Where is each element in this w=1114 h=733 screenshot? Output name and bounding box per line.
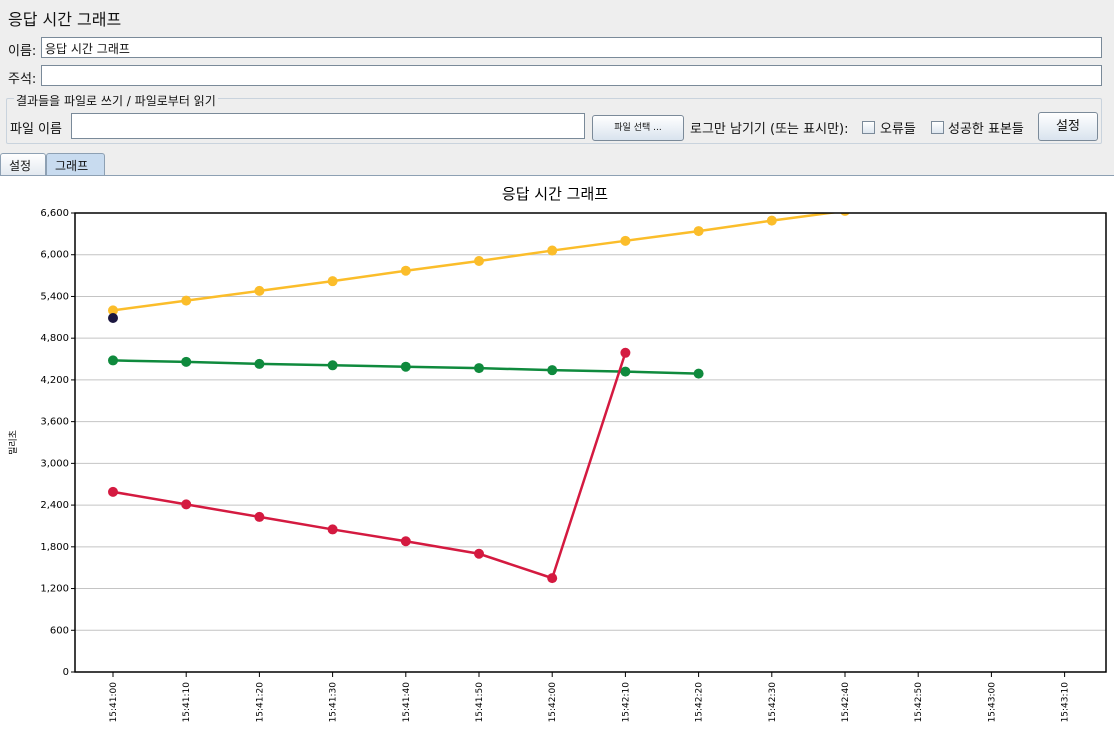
- data-point: [108, 305, 118, 316]
- y-tick-label: 600: [50, 625, 69, 636]
- successes-checkbox[interactable]: [931, 121, 944, 134]
- tab-graph[interactable]: 그래프: [46, 153, 105, 177]
- log-only-label: 로그만 남기기 (또는 표시만):: [690, 122, 849, 137]
- configure-button[interactable]: 설정: [1038, 112, 1098, 141]
- data-point: [693, 226, 704, 237]
- file-group-legend: 결과들을 파일로 쓰기 / 파일로부터 읽기: [14, 92, 218, 109]
- errors-label: 오류들: [880, 122, 916, 137]
- y-axis-label: 밀리초: [7, 430, 19, 455]
- data-point: [474, 363, 484, 374]
- y-tick-label: 4,800: [40, 333, 69, 344]
- window-title: 응답 시간 그래프: [8, 10, 122, 29]
- data-point: [620, 235, 631, 246]
- y-tick-label: 1,200: [40, 584, 69, 595]
- y-tick-label: 5,400: [40, 291, 69, 302]
- x-tick-label: 15:42:20: [695, 682, 705, 723]
- chart-title: 응답 시간 그래프: [502, 185, 608, 203]
- data-point: [108, 486, 118, 497]
- data-point: [547, 245, 558, 256]
- comment-label: 주석:: [8, 72, 37, 87]
- y-tick-label: 6,000: [40, 250, 69, 261]
- data-point: [181, 295, 192, 306]
- data-point: [181, 499, 192, 510]
- data-point: [547, 573, 558, 584]
- file-group: [6, 98, 1102, 144]
- x-tick-label: 15:43:00: [987, 682, 997, 723]
- data-point: [254, 511, 265, 522]
- filename-label: 파일 이름: [10, 122, 62, 137]
- name-label: 이름:: [8, 44, 37, 59]
- data-point: [327, 276, 338, 287]
- x-tick-label: 15:42:00: [548, 682, 558, 723]
- comment-field[interactable]: [41, 65, 1102, 86]
- x-tick-label: 15:43:10: [1061, 682, 1071, 723]
- x-tick-label: 15:41:30: [329, 682, 339, 723]
- y-tick-label: 0: [63, 667, 69, 678]
- x-tick-label: 15:42:30: [768, 682, 778, 723]
- successes-label: 성공한 표본들: [948, 122, 1024, 137]
- filename-field[interactable]: [71, 113, 585, 139]
- data-point: [620, 347, 631, 358]
- data-point: [327, 360, 338, 371]
- y-tick-label: 2,400: [40, 500, 69, 511]
- data-point: [547, 365, 558, 376]
- x-tick-label: 15:42:50: [914, 682, 924, 723]
- x-tick-label: 15:41:20: [255, 682, 265, 723]
- tab-settings[interactable]: 설정: [0, 153, 46, 176]
- errors-checkbox[interactable]: [862, 121, 875, 134]
- y-tick-label: 3,600: [40, 417, 69, 428]
- data-point: [181, 356, 192, 367]
- x-tick-label: 15:42:10: [621, 682, 631, 723]
- data-point: [254, 285, 265, 296]
- y-tick-label: 1,800: [40, 542, 69, 553]
- data-point: [693, 368, 704, 379]
- data-point: [254, 358, 265, 369]
- data-point: [840, 213, 850, 216]
- name-field[interactable]: 응답 시간 그래프: [41, 37, 1102, 58]
- data-point: [620, 366, 631, 377]
- x-tick-label: 15:41:10: [182, 682, 192, 723]
- data-point: [400, 536, 411, 547]
- data-point: [766, 215, 777, 226]
- x-tick-label: 15:42:40: [841, 682, 851, 723]
- graph-panel: [0, 175, 1114, 733]
- y-tick-label: 6,600: [40, 208, 69, 219]
- x-tick-label: 15:41:00: [109, 682, 119, 723]
- browse-button[interactable]: 파일 선택 ...: [592, 115, 684, 141]
- series-line: [112, 352, 627, 580]
- data-point: [474, 255, 484, 266]
- x-tick-label: 15:41:40: [402, 682, 412, 723]
- data-point: [108, 313, 118, 324]
- y-tick-label: 3,000: [40, 458, 69, 469]
- plot-frame: [74, 212, 1107, 673]
- data-point: [474, 548, 484, 559]
- data-point: [400, 361, 411, 372]
- data-point: [400, 265, 411, 276]
- response-time-chart: 응답 시간 그래프 0 600 1,200 1,800 2,400 3,000 3,600 4…: [7, 185, 1107, 723]
- data-point: [108, 355, 118, 366]
- y-tick-label: 4,200: [40, 375, 69, 386]
- data-point: [327, 524, 338, 535]
- x-tick-label: 15:41:50: [475, 682, 485, 723]
